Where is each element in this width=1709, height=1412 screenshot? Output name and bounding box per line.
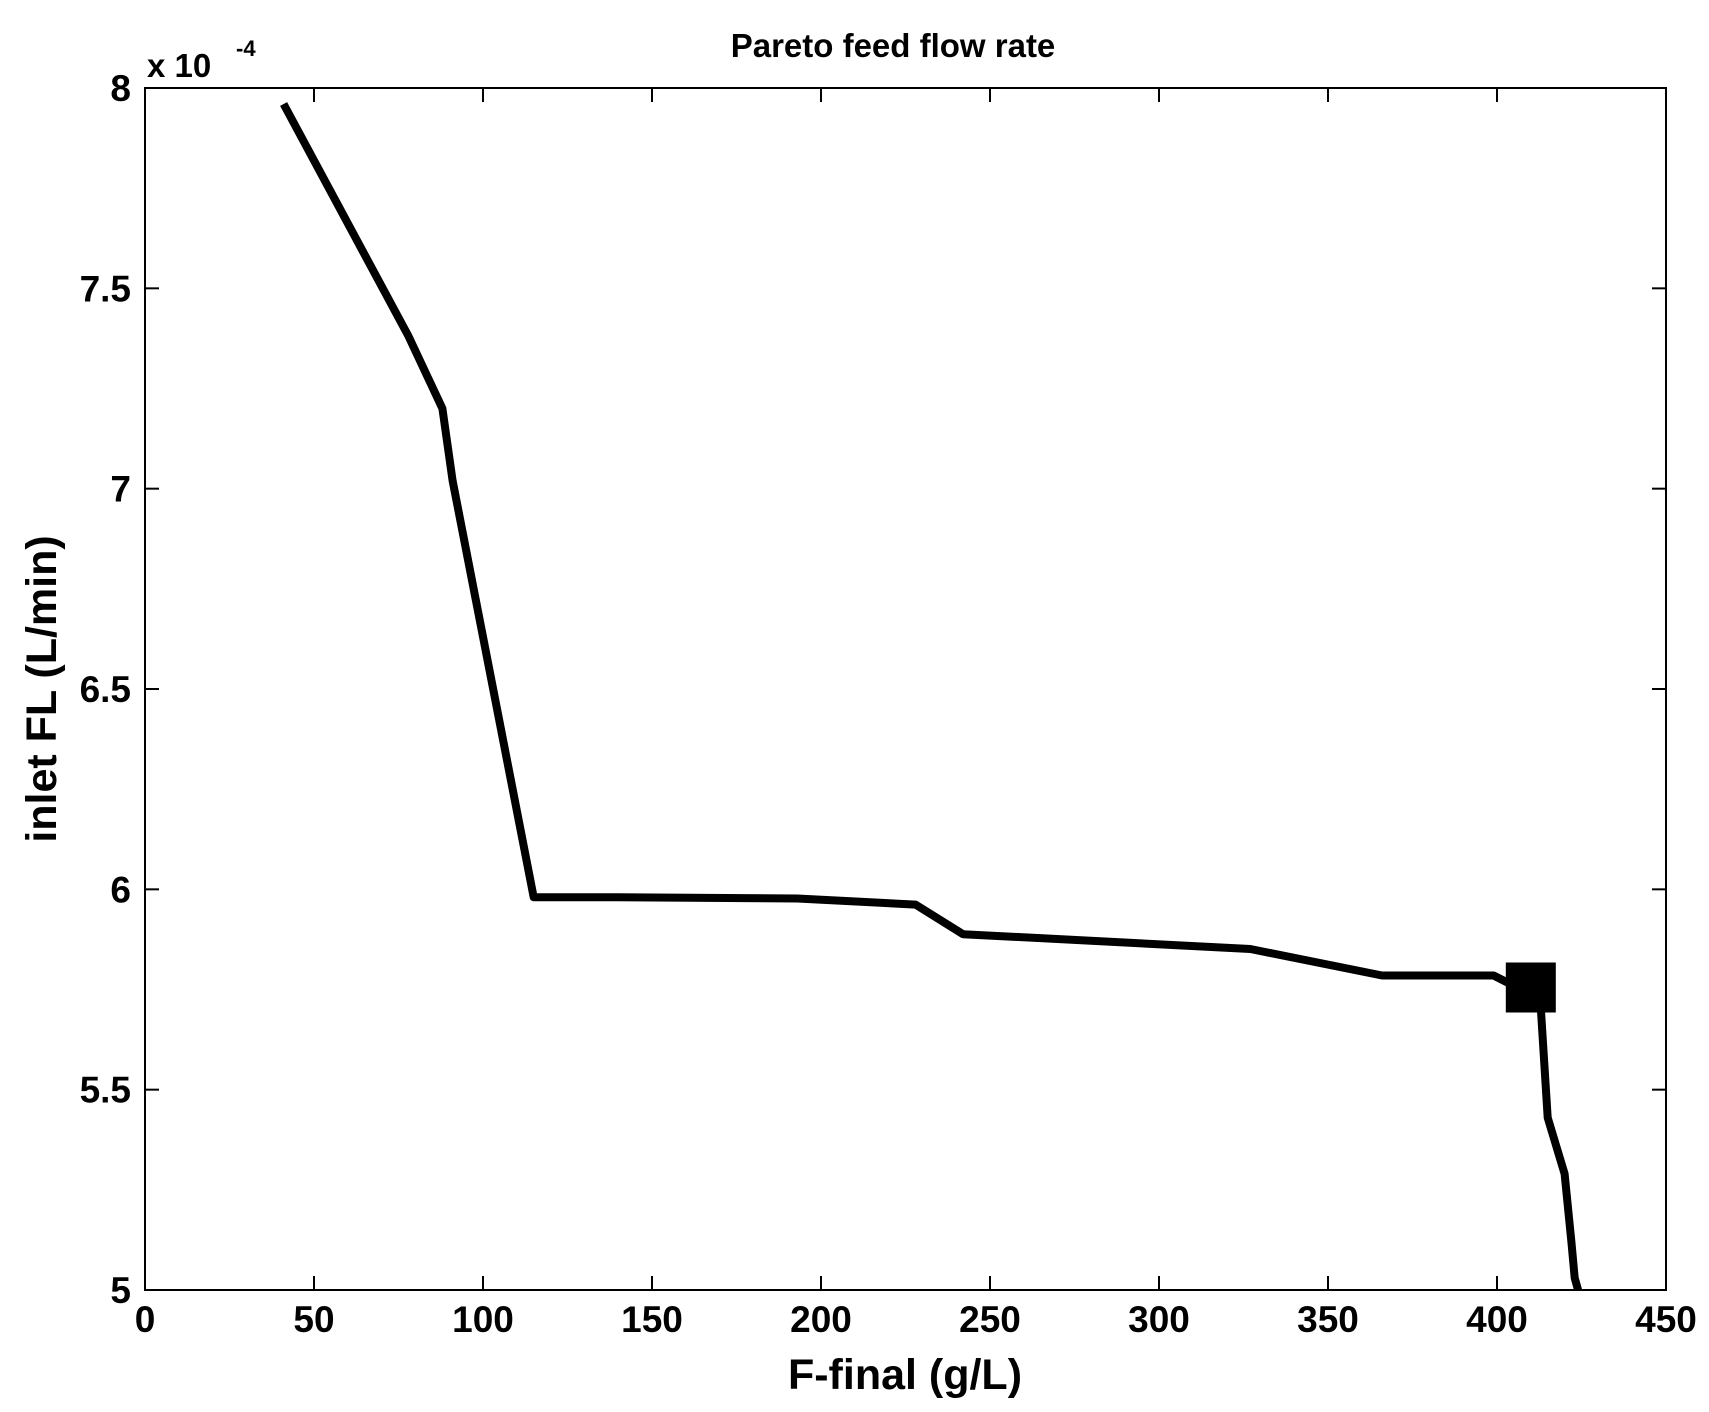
y-axis-label: inlet FL (L/min) — [18, 535, 66, 842]
y-multiplier-exponent: -4 — [236, 36, 256, 61]
x-tick-label: 250 — [959, 1299, 1021, 1340]
markers — [1505, 962, 1556, 1013]
x-tick-label: 300 — [1128, 1299, 1190, 1340]
x-tick-label: 100 — [452, 1299, 514, 1340]
y-tick-label: 6 — [110, 869, 131, 910]
series-line — [280, 102, 1582, 1292]
y-tick-label: 5 — [110, 1270, 131, 1311]
x-tick-label: 150 — [621, 1299, 683, 1340]
square-marker — [1505, 962, 1556, 1013]
x-tick-label: 0 — [135, 1299, 156, 1340]
chart-title: Pareto feed flow rate — [731, 27, 1056, 64]
x-tick-labels: 0 50 100 150 200 250 300 350 400 450 — [135, 1299, 1697, 1340]
y-tick-label: 6.5 — [80, 669, 131, 710]
y-multiplier: x 10 -4 — [147, 36, 256, 84]
y-tick-label: 8 — [110, 68, 131, 109]
x-axis-label: F-final (g/L) — [788, 1351, 1022, 1399]
x-tick-label: 450 — [1635, 1299, 1697, 1340]
x-tick-label: 350 — [1297, 1299, 1359, 1340]
y-tick-label: 7.5 — [80, 268, 131, 309]
y-tick-labels: 5 5.5 6 6.5 7 7.5 8 — [80, 68, 131, 1311]
y-tick-label: 5.5 — [80, 1070, 131, 1111]
y-tick-label: 7 — [110, 469, 131, 510]
y-multiplier-base: x 10 — [147, 47, 211, 84]
x-tick-label: 400 — [1466, 1299, 1528, 1340]
x-tick-label: 50 — [293, 1299, 334, 1340]
axis-ticks — [144, 87, 1667, 1291]
x-tick-label: 200 — [790, 1299, 852, 1340]
